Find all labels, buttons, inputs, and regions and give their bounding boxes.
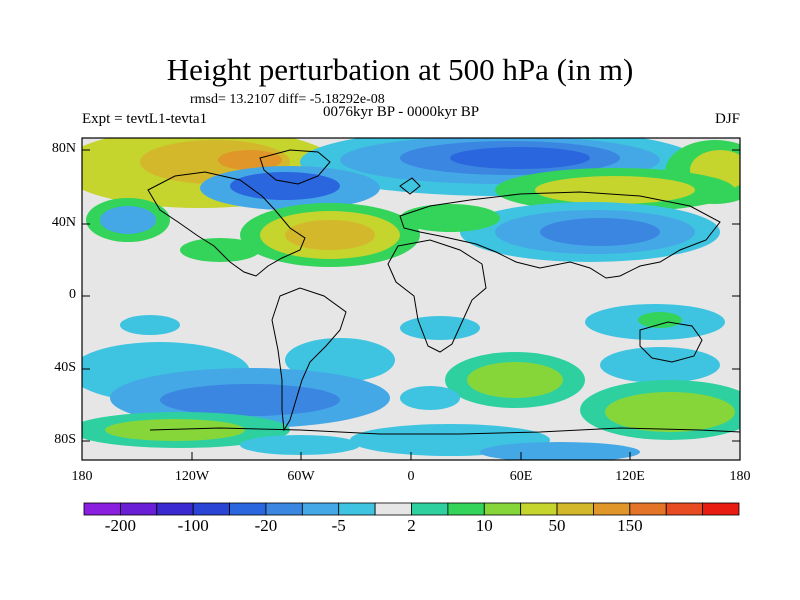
lat-tick-0: 0	[69, 287, 76, 302]
colorbar-box	[556, 502, 594, 516]
chart-title: Height perturbation at 500 hPa (in m)	[166, 52, 634, 87]
lat-tick-40n: 40N	[51, 215, 76, 230]
colorbar-box	[374, 502, 412, 516]
colorbar-box	[665, 502, 704, 516]
colorbar-box	[156, 502, 194, 516]
colorbar-box	[119, 502, 158, 516]
lon-tick-120w: 120W	[174, 469, 210, 484]
colorbar-box	[265, 502, 303, 516]
colorbar-box	[702, 502, 740, 516]
colorbar-box	[447, 502, 485, 516]
lon-tick-60w: 60W	[287, 469, 315, 484]
colorbar-box	[301, 502, 340, 516]
period-label: 0076kyr BP - 0000kyr BP	[323, 104, 480, 120]
colorbar-box	[192, 502, 230, 516]
colorbar-label: 150	[617, 516, 643, 535]
colorbar-box	[411, 502, 449, 516]
lon-tick-0: 0	[407, 469, 415, 484]
colorbar-box	[520, 502, 558, 516]
lon-tick-180w: 180	[71, 469, 93, 484]
lon-tick-180e: 180	[729, 469, 751, 484]
lat-tick-80s: 80S	[54, 432, 76, 447]
lon-tick-60e: 60E	[509, 469, 533, 484]
colorbar-label: 50	[548, 516, 566, 535]
colorbar-box	[629, 502, 667, 516]
colorbar-box	[229, 502, 267, 516]
colorbar-label: 10	[475, 516, 493, 535]
colorbar-box	[593, 502, 631, 516]
season-label: DJF	[714, 111, 740, 127]
lat-tick-40s: 40S	[54, 360, 76, 375]
colorbar-box	[338, 502, 376, 516]
colorbar	[83, 502, 740, 516]
colorbar-label: -20	[254, 516, 278, 535]
lon-tick-120e: 120E	[615, 469, 645, 484]
stats-text: rmsd= 13.2107 diff= -5.18292e-08	[190, 92, 385, 107]
coastlines	[147, 149, 740, 435]
colorbar-label: 2	[407, 516, 416, 535]
colorbar-box	[83, 502, 121, 516]
experiment-label: Expt = tevtL1-tevta1	[82, 111, 208, 127]
colorbar-label: -5	[331, 516, 346, 535]
colorbar-box	[483, 502, 522, 516]
contour-field	[82, 138, 740, 460]
colorbar-label: -200	[104, 516, 136, 535]
axis-ticks	[81, 149, 741, 460]
colorbar-label: -100	[177, 516, 209, 535]
lat-tick-80n: 80N	[51, 141, 76, 156]
